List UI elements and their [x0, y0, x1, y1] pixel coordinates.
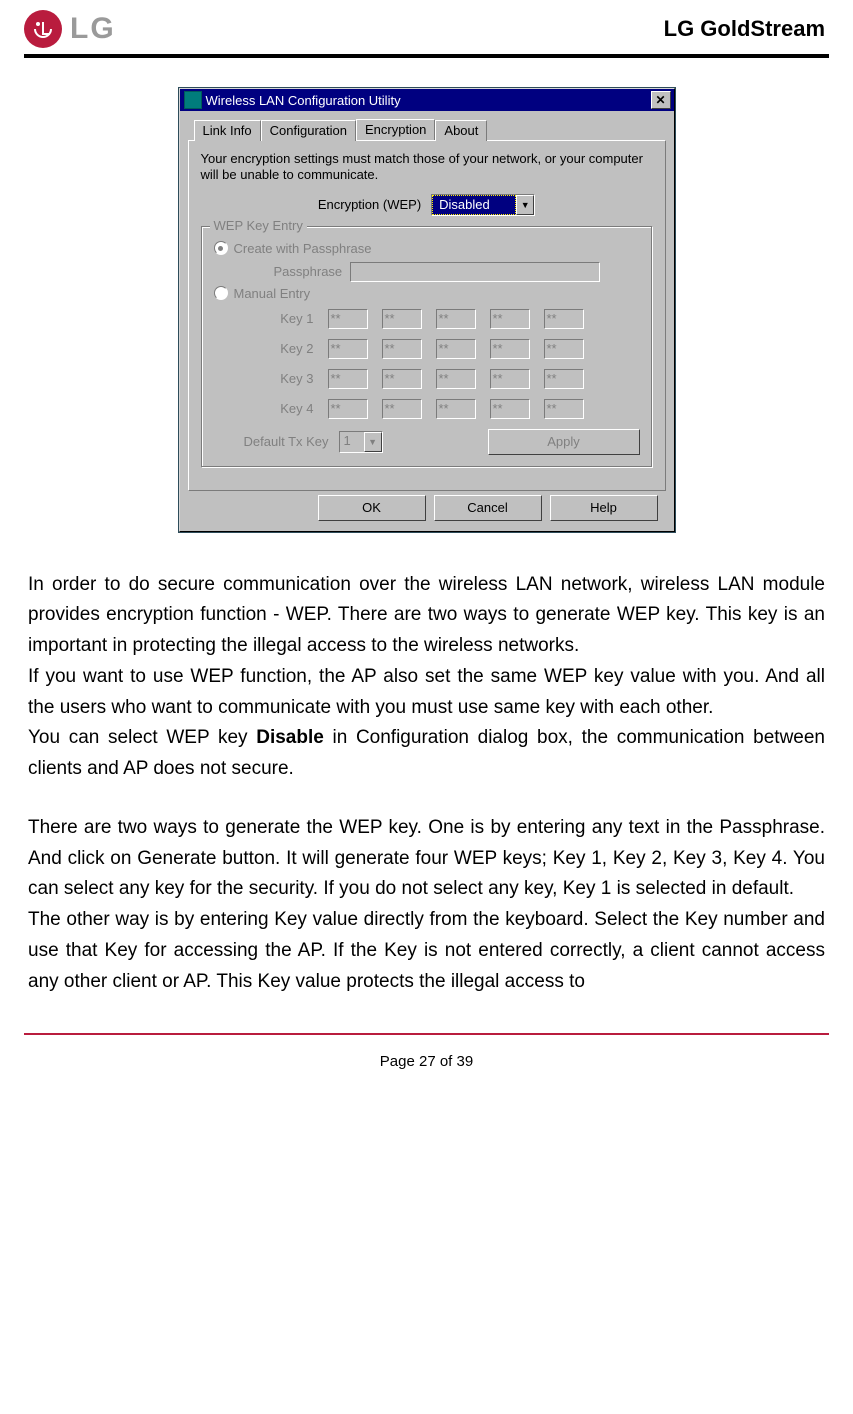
- logo: LG: [24, 10, 116, 48]
- page-number: Page 27 of 39: [0, 1053, 853, 1070]
- key4-cell-3[interactable]: **: [490, 399, 530, 419]
- document-body: In order to do secure communication over…: [0, 570, 853, 998]
- key3-cell-2[interactable]: **: [436, 369, 476, 389]
- default-tx-select[interactable]: 1 ▼: [339, 431, 383, 453]
- radio-create-label: Create with Passphrase: [234, 241, 372, 256]
- paragraph-3: You can select WEP key Disable in Config…: [28, 723, 825, 785]
- help-button[interactable]: Help: [550, 495, 658, 521]
- key3-label: Key 3: [264, 371, 314, 386]
- config-dialog: Wireless LAN Configuration Utility ✕ Lin…: [179, 88, 675, 532]
- panel-note: Your encryption settings must match thos…: [201, 151, 653, 184]
- page-header: LG LG GoldStream: [0, 0, 853, 52]
- key3-cell-1[interactable]: **: [382, 369, 422, 389]
- key2-cell-1[interactable]: **: [382, 339, 422, 359]
- group-title: WEP Key Entry: [210, 218, 307, 233]
- header-title: LG GoldStream: [664, 16, 825, 42]
- radio-manual-label: Manual Entry: [234, 286, 311, 301]
- encryption-panel: Your encryption settings must match thos…: [188, 140, 666, 491]
- key-row-3: Key 3 ** ** ** ** **: [264, 369, 640, 389]
- key-row-4: Key 4 ** ** ** ** **: [264, 399, 640, 419]
- key2-label: Key 2: [264, 341, 314, 356]
- encryption-label: Encryption (WEP): [318, 197, 421, 212]
- radio-create-passphrase[interactable]: Create with Passphrase: [214, 241, 640, 256]
- dialog-button-row: OK Cancel Help: [188, 491, 666, 521]
- key-row-2: Key 2 ** ** ** ** **: [264, 339, 640, 359]
- key4-label: Key 4: [264, 401, 314, 416]
- apply-button[interactable]: Apply: [488, 429, 640, 455]
- key2-cell-2[interactable]: **: [436, 339, 476, 359]
- key4-cell-0[interactable]: **: [328, 399, 368, 419]
- ok-button[interactable]: OK: [318, 495, 426, 521]
- key4-cell-4[interactable]: **: [544, 399, 584, 419]
- default-tx-value: 1: [340, 432, 364, 452]
- tab-encryption[interactable]: Encryption: [356, 119, 435, 140]
- passphrase-input[interactable]: [350, 262, 600, 282]
- close-button[interactable]: ✕: [651, 91, 671, 109]
- paragraph-4: There are two ways to generate the WEP k…: [28, 813, 825, 905]
- key1-label: Key 1: [264, 311, 314, 326]
- default-tx-label: Default Tx Key: [244, 434, 329, 449]
- key-entry-grid: Key 1 ** ** ** ** ** Key 2 ** **: [264, 309, 640, 419]
- key1-cell-4[interactable]: **: [544, 309, 584, 329]
- header-divider: [24, 54, 829, 58]
- key2-cell-4[interactable]: **: [544, 339, 584, 359]
- tab-about[interactable]: About: [435, 120, 487, 141]
- encryption-select[interactable]: Disabled ▼: [431, 194, 535, 216]
- radio-icon: [214, 241, 228, 255]
- titlebar: Wireless LAN Configuration Utility ✕: [180, 89, 674, 111]
- tab-strip: Link Info Configuration Encryption About: [194, 119, 666, 140]
- logo-circle-icon: [24, 10, 62, 48]
- tab-configuration[interactable]: Configuration: [261, 120, 356, 141]
- paragraph-1: In order to do secure communication over…: [28, 570, 825, 662]
- key1-cell-3[interactable]: **: [490, 309, 530, 329]
- key1-cell-1[interactable]: **: [382, 309, 422, 329]
- paragraph-2: If you want to use WEP function, the AP …: [28, 662, 825, 724]
- key2-cell-3[interactable]: **: [490, 339, 530, 359]
- key2-cell-0[interactable]: **: [328, 339, 368, 359]
- key3-cell-0[interactable]: **: [328, 369, 368, 389]
- chevron-down-icon: ▼: [516, 195, 534, 215]
- key-row-1: Key 1 ** ** ** ** **: [264, 309, 640, 329]
- window-title: Wireless LAN Configuration Utility: [206, 93, 651, 108]
- app-icon: [184, 91, 202, 109]
- encryption-value: Disabled: [432, 195, 516, 215]
- cancel-button[interactable]: Cancel: [434, 495, 542, 521]
- key1-cell-0[interactable]: **: [328, 309, 368, 329]
- key1-cell-2[interactable]: **: [436, 309, 476, 329]
- wep-key-group: WEP Key Entry Create with Passphrase Pas…: [201, 226, 653, 468]
- key4-cell-2[interactable]: **: [436, 399, 476, 419]
- radio-manual-entry[interactable]: Manual Entry: [214, 286, 640, 301]
- radio-icon: [214, 286, 228, 300]
- paragraph-5: The other way is by entering Key value d…: [28, 905, 825, 997]
- key3-cell-4[interactable]: **: [544, 369, 584, 389]
- tab-link-info[interactable]: Link Info: [194, 120, 261, 141]
- logo-text: LG: [70, 12, 116, 46]
- key4-cell-1[interactable]: **: [382, 399, 422, 419]
- passphrase-label: Passphrase: [274, 264, 343, 279]
- footer-divider: [24, 1033, 829, 1035]
- chevron-down-icon: ▼: [364, 432, 382, 452]
- key3-cell-3[interactable]: **: [490, 369, 530, 389]
